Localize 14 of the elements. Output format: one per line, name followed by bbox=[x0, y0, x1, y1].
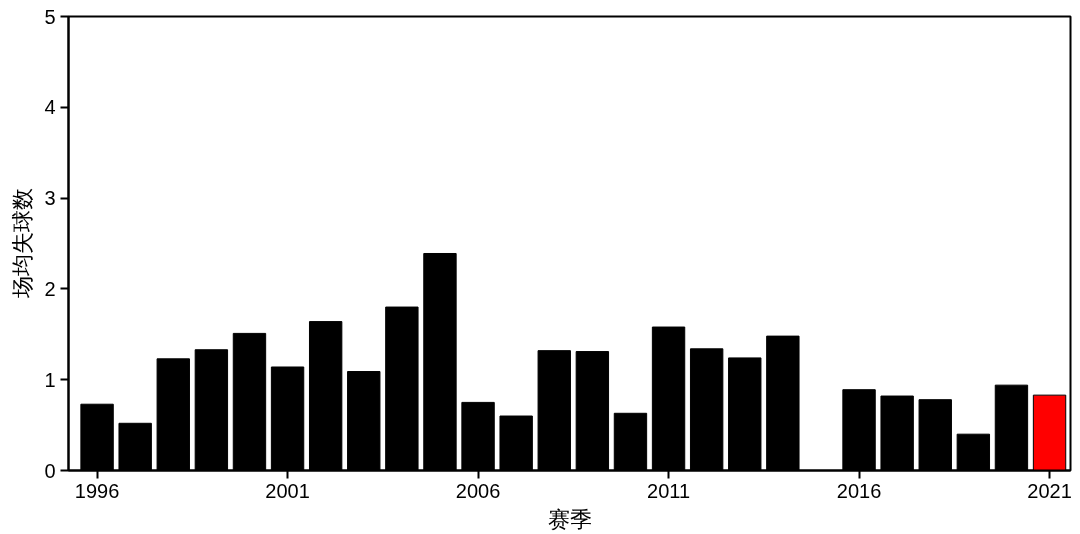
y-tick-label: 3 bbox=[44, 187, 56, 210]
x-tick-label: 2011 bbox=[647, 479, 691, 502]
y-tick-label: 5 bbox=[44, 5, 56, 28]
x-tick-label: 2001 bbox=[265, 479, 310, 502]
x-tick-label: 1996 bbox=[74, 479, 120, 502]
y-tick-label: 2 bbox=[44, 277, 56, 300]
x-tick-label: 2021 bbox=[1027, 479, 1072, 502]
y-axis-title: 场均失球数 bbox=[10, 188, 36, 300]
x-axis-title: 赛季 bbox=[547, 506, 592, 532]
x-tick-label: 2006 bbox=[455, 479, 501, 502]
x-tick-label: 2016 bbox=[836, 479, 882, 502]
y-tick-label: 0 bbox=[44, 459, 56, 482]
y-tick-label: 4 bbox=[44, 96, 56, 119]
y-tick-label: 1 bbox=[44, 368, 56, 391]
